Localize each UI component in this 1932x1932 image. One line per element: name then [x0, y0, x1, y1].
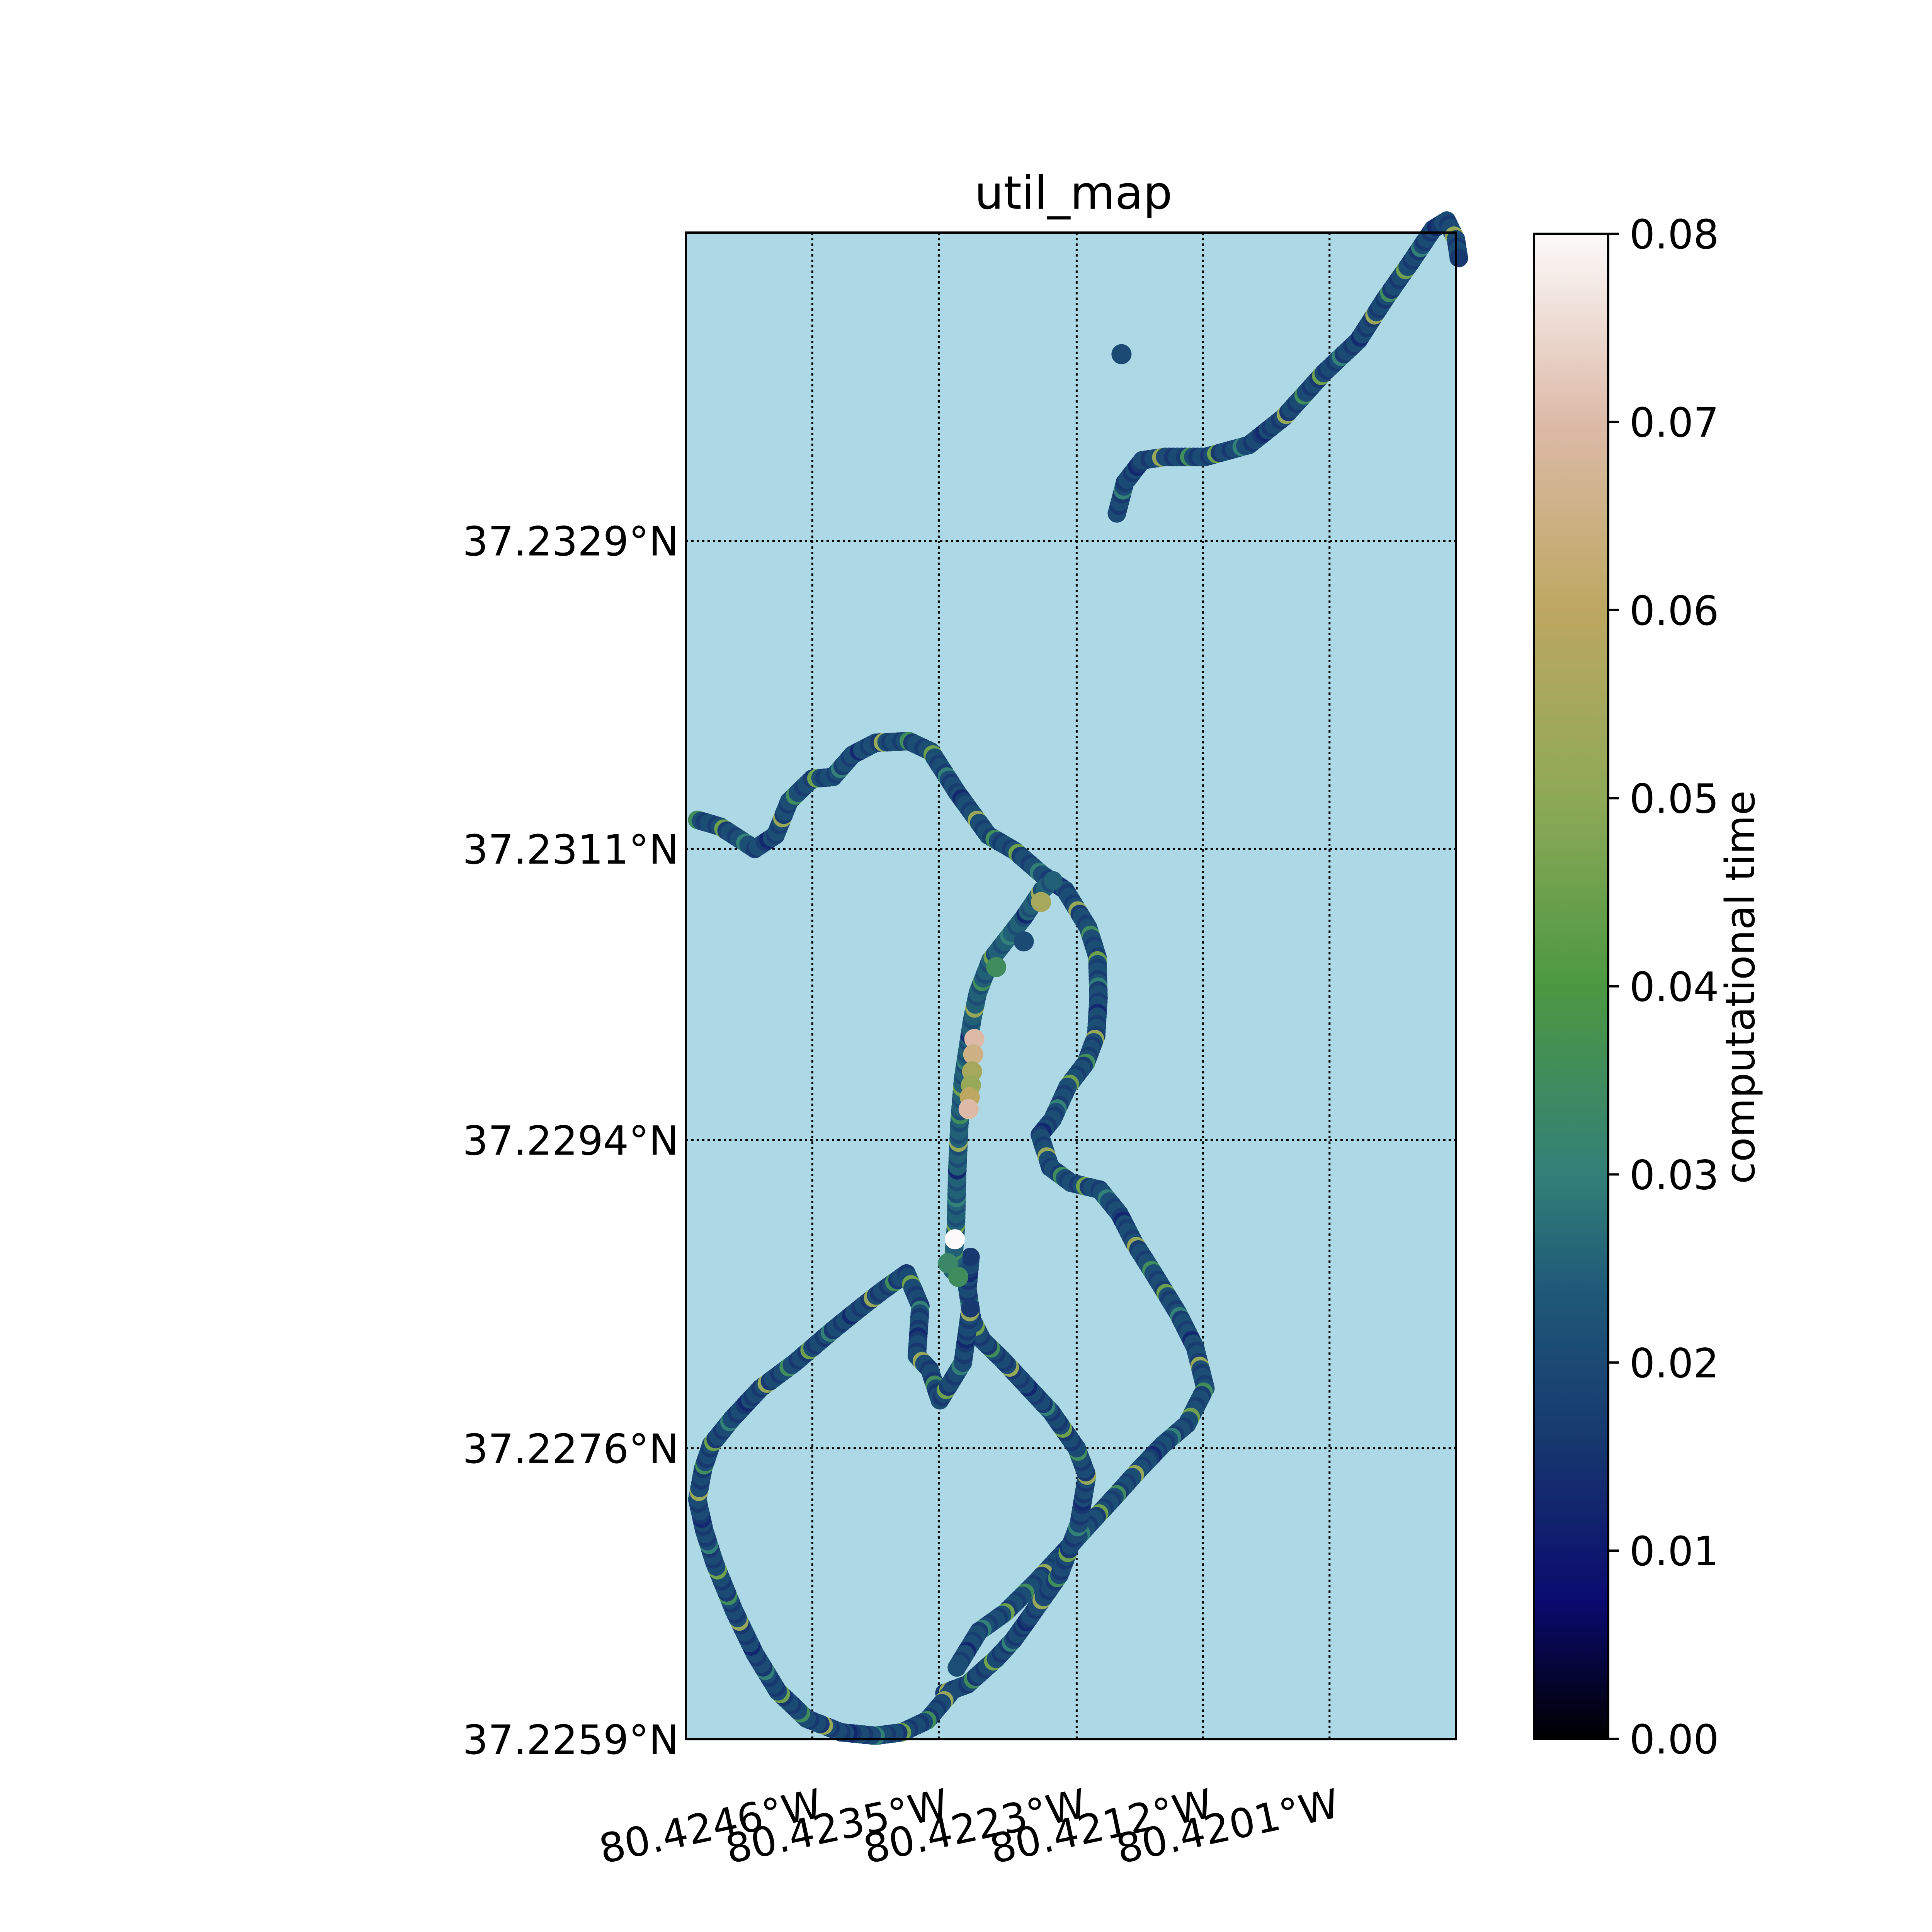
highlight-point — [945, 1229, 965, 1250]
y-tick-label: 37.2276°N — [463, 1425, 679, 1473]
highlight-point — [948, 1267, 968, 1287]
track-point — [1044, 871, 1063, 890]
highlight-point — [958, 1099, 979, 1119]
chart-title: util_map — [975, 167, 1172, 220]
track-points — [688, 211, 1468, 1745]
y-tick-label: 37.2311°N — [463, 826, 679, 873]
y-tick-label: 37.2259°N — [463, 1716, 679, 1764]
x-axis: 80.4246°W80.4235°W80.4223°W80.4212°W80.4… — [595, 1780, 1343, 1873]
track-point — [961, 1299, 980, 1318]
colorbar-tick-label: 0.02 — [1629, 1340, 1719, 1387]
colorbar-tick-label: 0.05 — [1629, 776, 1719, 823]
track-point — [947, 1658, 966, 1677]
highlight-point — [963, 1044, 983, 1065]
y-tick-label: 37.2294°N — [463, 1117, 679, 1164]
colorbar — [1533, 233, 1609, 1740]
highlight-point — [938, 1253, 958, 1274]
colorbar-tick-label: 0.04 — [1629, 964, 1719, 1011]
highlight-point — [1111, 344, 1132, 364]
y-tick-label: 37.2329°N — [463, 518, 679, 565]
plot-frame — [685, 231, 1457, 1740]
highlight-point — [964, 1029, 985, 1049]
colorbar-tick-label: 0.08 — [1629, 211, 1719, 258]
colorbar-tick-label: 0.03 — [1629, 1151, 1719, 1199]
highlight-point — [1031, 892, 1051, 912]
highlight-point — [1014, 931, 1034, 952]
colorbar-tick-label: 0.06 — [1629, 587, 1719, 634]
colorbar-label: computational time — [1717, 791, 1764, 1184]
colorbar-tick-label: 0.00 — [1629, 1716, 1719, 1763]
plot-area — [686, 233, 1456, 1739]
y-axis: 37.2259°N 37.2276°N 37.2294°N 37.2311°N 37.2… — [463, 518, 679, 1764]
colorbar-tick-label: 0.07 — [1629, 399, 1719, 446]
colorbar-ticks: 0.00 0.01 0.02 0.03 0.04 0.05 0.06 0.07 0.08 — [1608, 211, 1719, 1763]
track-point — [1449, 248, 1468, 267]
colorbar-tick-label: 0.01 — [1629, 1528, 1719, 1575]
highlight-point — [986, 957, 1007, 977]
track-point — [961, 1248, 980, 1266]
